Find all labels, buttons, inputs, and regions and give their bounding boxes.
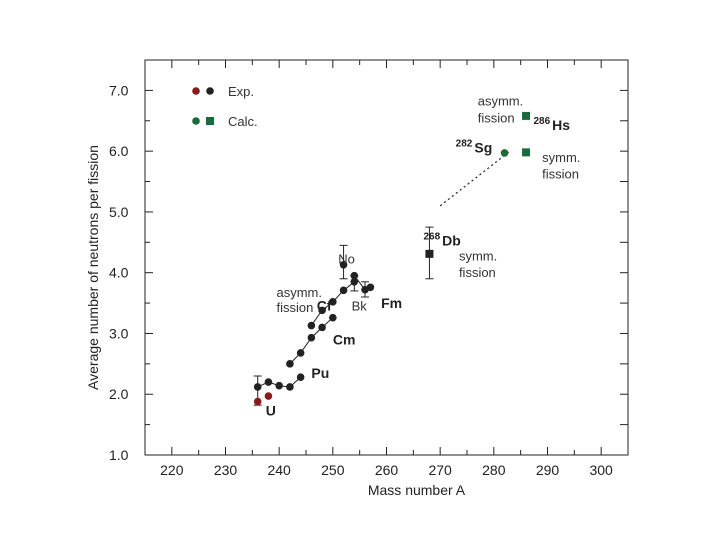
data-point — [329, 313, 337, 322]
x-tick-label: 220 — [160, 462, 184, 478]
data-points — [253, 111, 531, 406]
data-point — [350, 271, 359, 280]
y-tick-label: 6.0 — [109, 143, 129, 159]
data-point — [286, 360, 294, 368]
annotation-label: Cm — [333, 331, 356, 347]
data-point — [339, 260, 348, 269]
x-tick-label: 240 — [267, 462, 291, 478]
data-point-square — [522, 111, 531, 120]
x-axis-title: Mass number A — [368, 482, 466, 498]
annotation-label: Bk — [352, 298, 368, 313]
data-point — [307, 333, 316, 342]
x-tick-label: 230 — [214, 462, 238, 478]
data-point — [296, 373, 305, 382]
y-tick-label: 4.0 — [109, 265, 129, 281]
annotation-label: No — [338, 252, 355, 267]
data-point — [264, 392, 273, 400]
mass-number: 268 — [423, 231, 440, 242]
mass-number: 282 — [456, 138, 473, 149]
data-point — [253, 397, 262, 406]
data-point — [264, 378, 273, 386]
data-point — [350, 278, 359, 286]
axis-ticks — [144, 59, 629, 456]
data-point — [296, 349, 305, 357]
x-tick-label: 270 — [428, 462, 452, 478]
legend-marker — [206, 87, 214, 95]
data-point — [366, 283, 375, 292]
y-tick-label: 2.0 — [109, 386, 129, 402]
data-point — [275, 381, 283, 390]
element-symbol: Sg — [474, 139, 492, 155]
y-tick-label: 5.0 — [109, 204, 129, 220]
annotation-label: U — [266, 403, 276, 419]
x-tick-labels: 220 230 240 250 260 270 280 290 300 — [160, 462, 613, 478]
annotation-label: asymm. — [478, 94, 524, 109]
data-point-square — [425, 249, 434, 258]
data-point — [318, 323, 326, 332]
legend-label: Exp. — [228, 84, 254, 99]
annotation-label: fission — [459, 265, 496, 280]
annotation-label: symm. — [542, 150, 580, 165]
annotation-label: Pu — [311, 365, 329, 381]
legend-marker — [192, 117, 200, 125]
x-tick-label: 300 — [589, 462, 613, 478]
annotation-label: asymm. — [276, 285, 322, 300]
y-tick-label: 7.0 — [109, 82, 129, 98]
data-point — [307, 321, 316, 330]
element-symbol: Hs — [552, 117, 570, 133]
data-point — [318, 306, 326, 315]
x-tick-label: 280 — [482, 462, 506, 478]
legend: Exp. Calc. — [192, 84, 258, 129]
legend-marker-square — [206, 117, 214, 125]
legend-marker — [192, 87, 200, 95]
data-point — [339, 286, 348, 295]
annotation-label: fission — [542, 167, 579, 182]
annotation-label: fission — [478, 111, 515, 126]
x-tick-label: 250 — [321, 462, 345, 478]
x-tick-label: 290 — [536, 462, 560, 478]
data-point — [500, 149, 509, 157]
data-point — [286, 383, 294, 391]
mass-number: 286 — [533, 116, 550, 127]
y-axis-title: Average number of neutrons per fission — [85, 145, 101, 390]
annotation-label: Fm — [381, 295, 402, 311]
y-tick-label: 3.0 — [109, 325, 129, 341]
annotation-label: fission — [276, 300, 313, 315]
trend-line — [439, 150, 511, 207]
legend-label: Calc. — [228, 114, 258, 129]
annotation-label: symm. — [459, 249, 497, 264]
element-symbol: Db — [442, 232, 461, 248]
data-point-square — [522, 148, 531, 157]
x-tick-label: 260 — [375, 462, 399, 478]
y-tick-labels: 1.0 2.0 3.0 4.0 5.0 6.0 7.0 — [109, 82, 129, 463]
data-point — [329, 298, 337, 306]
data-point — [253, 383, 262, 391]
y-tick-label: 1.0 — [109, 447, 129, 463]
annotation-label: Cf — [317, 297, 332, 313]
